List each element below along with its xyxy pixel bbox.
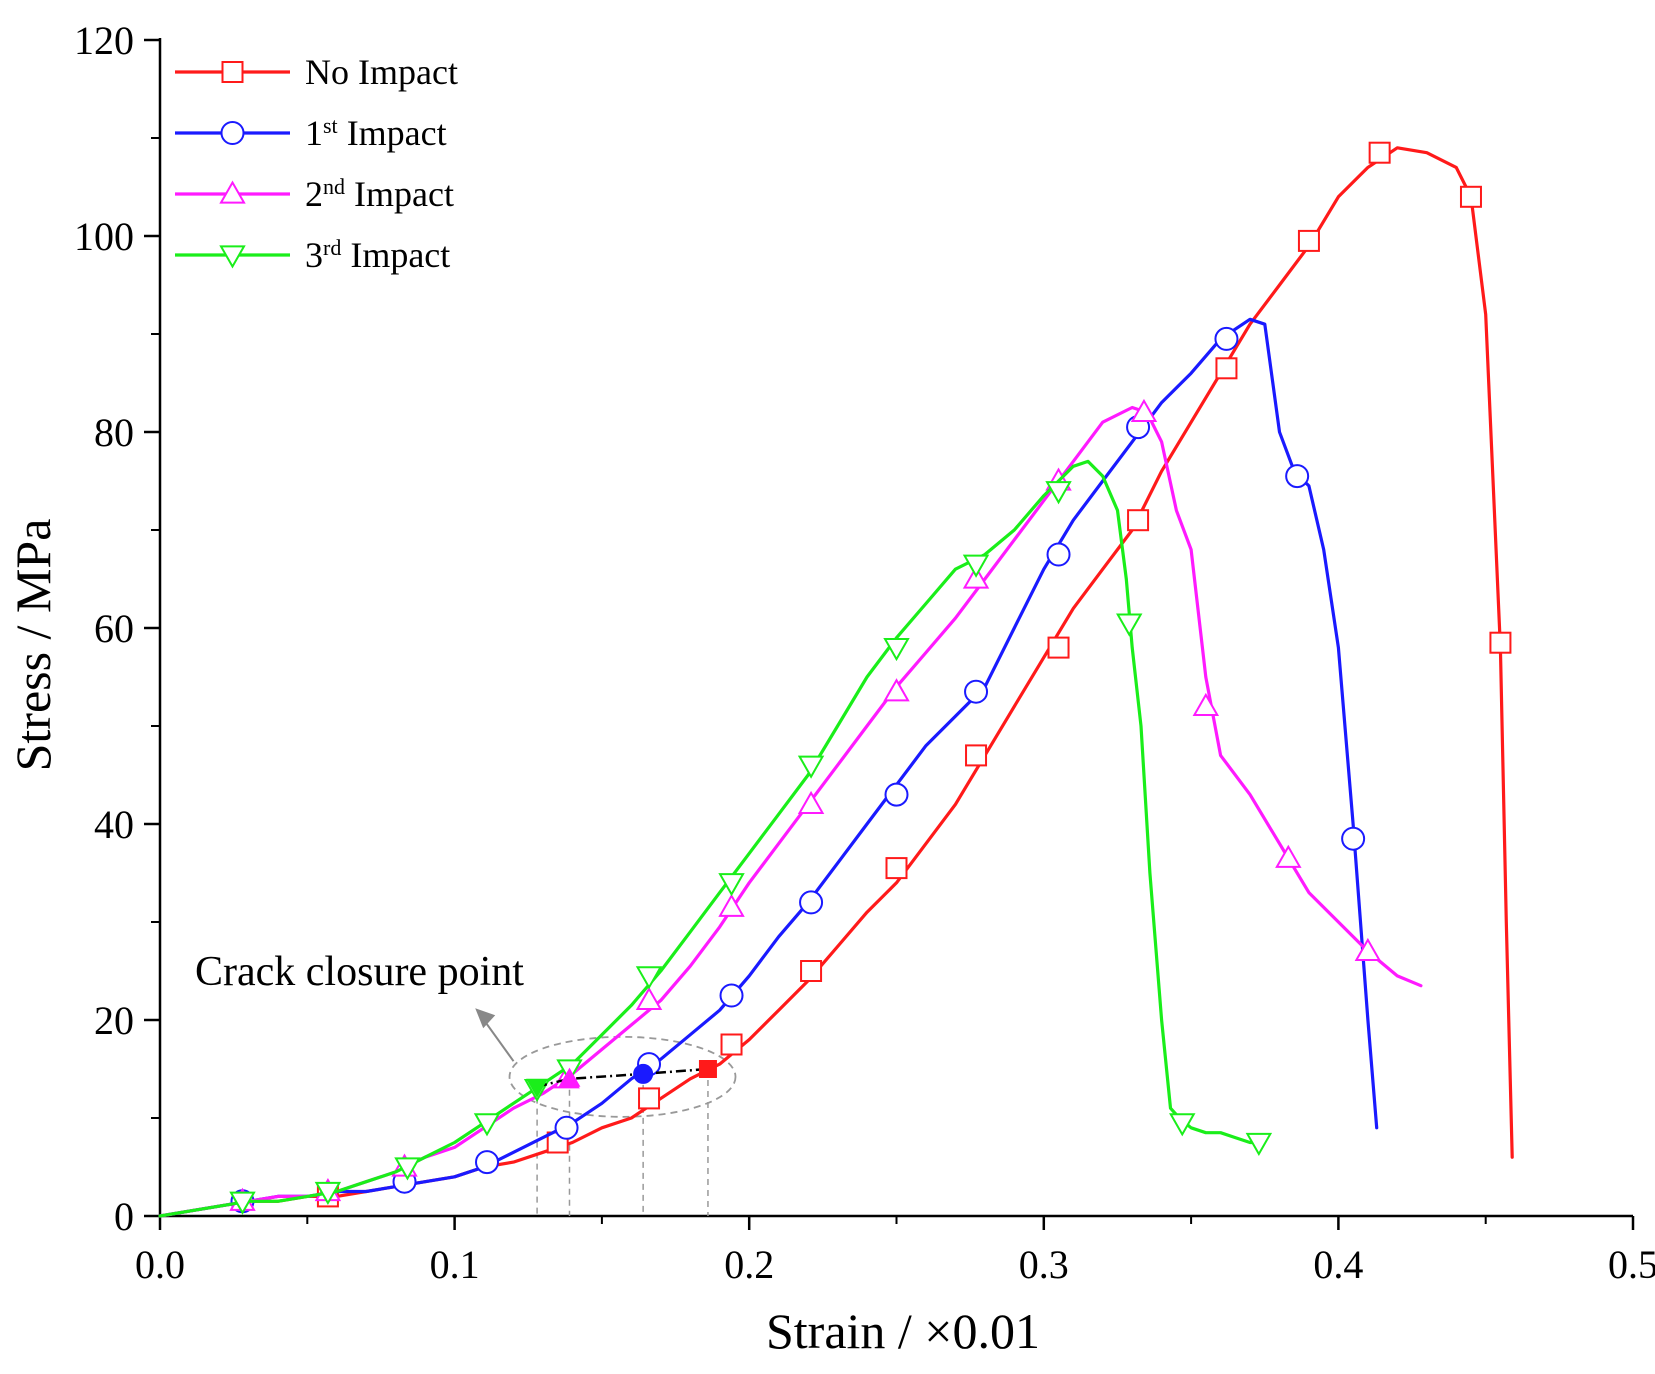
data-point [718,873,745,897]
y-tick-label: 100 [74,214,134,259]
data-point [965,744,988,767]
y-tick-label: 20 [94,998,134,1043]
data-point [720,1033,743,1056]
legend: No Impact 1st Impact 2nd Impact 3rd Impact [175,52,458,275]
series-no-impact [158,141,1514,1218]
data-point [314,1181,342,1206]
crack-closure-point [633,1063,654,1084]
data-point [962,554,990,578]
series-3rd-impact [158,459,1273,1218]
series-group [158,141,1514,1218]
x-tick-label: 0.0 [135,1242,185,1287]
legend-entry: 2nd Impact [175,174,454,215]
y-axis-label: Stress / MPa [5,519,61,772]
data-point [1116,613,1143,637]
data-point [1215,357,1238,380]
data-point [635,986,663,1011]
data-point [1285,464,1310,489]
x-tick-label: 0.3 [1019,1242,1069,1287]
data-point [554,1115,579,1140]
data-point [1130,398,1158,423]
data-point [719,983,744,1008]
x-axis-label: Strain / ×0.01 [766,1303,1040,1359]
data-point [1046,542,1071,567]
data-point [800,960,823,982]
data-point [229,1191,256,1215]
x-tick-label: 0.2 [724,1242,774,1287]
y-tick-label: 40 [94,802,134,847]
annotation-text: Crack closure point [195,949,524,995]
y-tick-label: 120 [74,18,134,63]
data-point [1275,844,1302,868]
data-point [1489,631,1512,654]
data-point [1192,692,1220,717]
legend-marker [220,121,245,145]
x-tick-label: 0.1 [430,1242,480,1287]
legend-marker [219,245,246,269]
legend-entry: No Impact [175,52,458,92]
data-point [1245,1132,1273,1157]
data-point [394,1157,421,1181]
crack-closure-point [526,1078,549,1098]
legend-label: No Impact [305,52,458,92]
legend-label: 1st Impact [305,113,447,154]
data-point [885,857,908,880]
data-point [1047,636,1070,659]
series-1st-impact [158,317,1379,1218]
data-point [1169,1113,1196,1137]
data-point [797,790,825,815]
y-tick-label: 80 [94,410,134,455]
data-point [718,893,745,917]
crack-closure-point [558,1067,581,1087]
data-point [635,966,663,990]
legend-entry: 3rd Impact [175,235,450,276]
data-point [475,1150,500,1175]
legend-label: 2nd Impact [305,174,454,215]
annotation-group [475,1008,737,1216]
data-point [1045,481,1072,505]
data-point [797,755,825,779]
legend-entry: 1st Impact [175,113,447,154]
series-2nd-impact [158,398,1423,1218]
series-line [158,459,1261,1218]
x-tick-label: 0.5 [1608,1242,1655,1287]
data-point [1127,509,1150,532]
series-line [158,405,1423,1218]
data-point [1214,326,1239,351]
data-point [799,890,824,915]
data-point [1354,937,1382,962]
data-point [1341,826,1366,851]
data-point [1459,185,1482,208]
data-point [884,782,909,807]
crack-closure-point [698,1060,717,1078]
legend-marker [219,180,246,204]
axes-group: 0.0 0.1 0.2 0.3 0.4 0.5 0 20 40 60 80 100 120 [74,18,1655,1287]
data-point [638,1087,661,1110]
data-point [964,679,989,704]
x-tick-label: 0.4 [1313,1242,1363,1287]
y-tick-label: 0 [114,1194,134,1239]
data-point [1368,141,1391,164]
data-point [883,637,910,662]
series-line [158,146,1514,1218]
crack-closure-group [526,1060,717,1098]
legend-marker [221,61,244,83]
crack-closure-ellipse [508,1035,737,1118]
data-point [883,678,910,702]
series-line [158,317,1379,1218]
data-point [1297,229,1320,252]
annotation-arrow-head [475,1008,496,1029]
y-tick-label: 60 [94,606,134,651]
legend-label: 3rd Impact [305,235,450,276]
data-point [473,1113,501,1137]
